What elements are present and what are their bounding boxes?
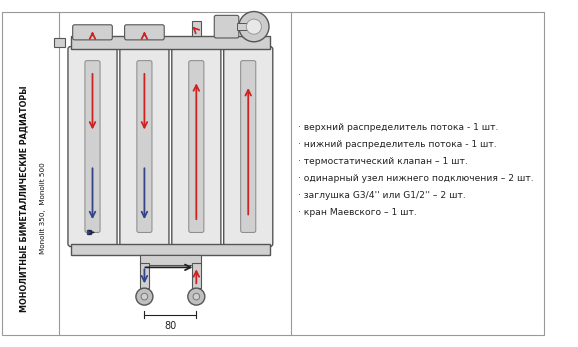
FancyBboxPatch shape	[172, 46, 221, 247]
Bar	[237, 23, 256, 31]
FancyBboxPatch shape	[137, 61, 152, 232]
Circle shape	[239, 11, 269, 42]
Circle shape	[246, 19, 261, 34]
Bar	[191, 21, 201, 36]
Bar	[71, 244, 270, 255]
Circle shape	[193, 293, 199, 300]
FancyBboxPatch shape	[125, 25, 164, 40]
Text: · заглушка G3/4'' или G1/2'' – 2 шт.: · заглушка G3/4'' или G1/2'' – 2 шт.	[298, 191, 466, 200]
FancyBboxPatch shape	[214, 15, 239, 38]
FancyBboxPatch shape	[224, 46, 273, 247]
Text: · одинарный узел нижнего подключения – 2 шт.: · одинарный узел нижнего подключения – 2…	[298, 174, 534, 183]
Circle shape	[188, 288, 205, 305]
FancyBboxPatch shape	[68, 46, 117, 247]
Text: Monolit 350,  Monolit 500: Monolit 350, Monolit 500	[40, 162, 46, 254]
Bar	[54, 38, 65, 48]
Bar	[140, 255, 201, 264]
Text: · термостатический клапан – 1 шт.: · термостатический клапан – 1 шт.	[298, 157, 468, 166]
Text: 80: 80	[164, 321, 176, 331]
FancyBboxPatch shape	[240, 61, 256, 232]
Bar	[191, 263, 201, 288]
FancyBboxPatch shape	[85, 61, 100, 232]
FancyBboxPatch shape	[73, 25, 112, 40]
FancyBboxPatch shape	[189, 61, 204, 232]
Text: · кран Маевского – 1 шт.: · кран Маевского – 1 шт.	[298, 208, 417, 217]
Bar	[71, 36, 270, 49]
Text: · верхний распределитель потока - 1 шт.: · верхний распределитель потока - 1 шт.	[298, 123, 499, 132]
Circle shape	[141, 293, 148, 300]
Bar	[140, 263, 149, 288]
FancyBboxPatch shape	[120, 46, 169, 247]
Text: · нижний распределитель потока - 1 шт.: · нижний распределитель потока - 1 шт.	[298, 140, 497, 149]
Text: МОНОЛИТНЫЕ БИМЕТАЛЛИЧЕСКИЕ РАДИАТОРЫ: МОНОЛИТНЫЕ БИМЕТАЛЛИЧЕСКИЕ РАДИАТОРЫ	[19, 85, 28, 312]
Circle shape	[136, 288, 153, 305]
